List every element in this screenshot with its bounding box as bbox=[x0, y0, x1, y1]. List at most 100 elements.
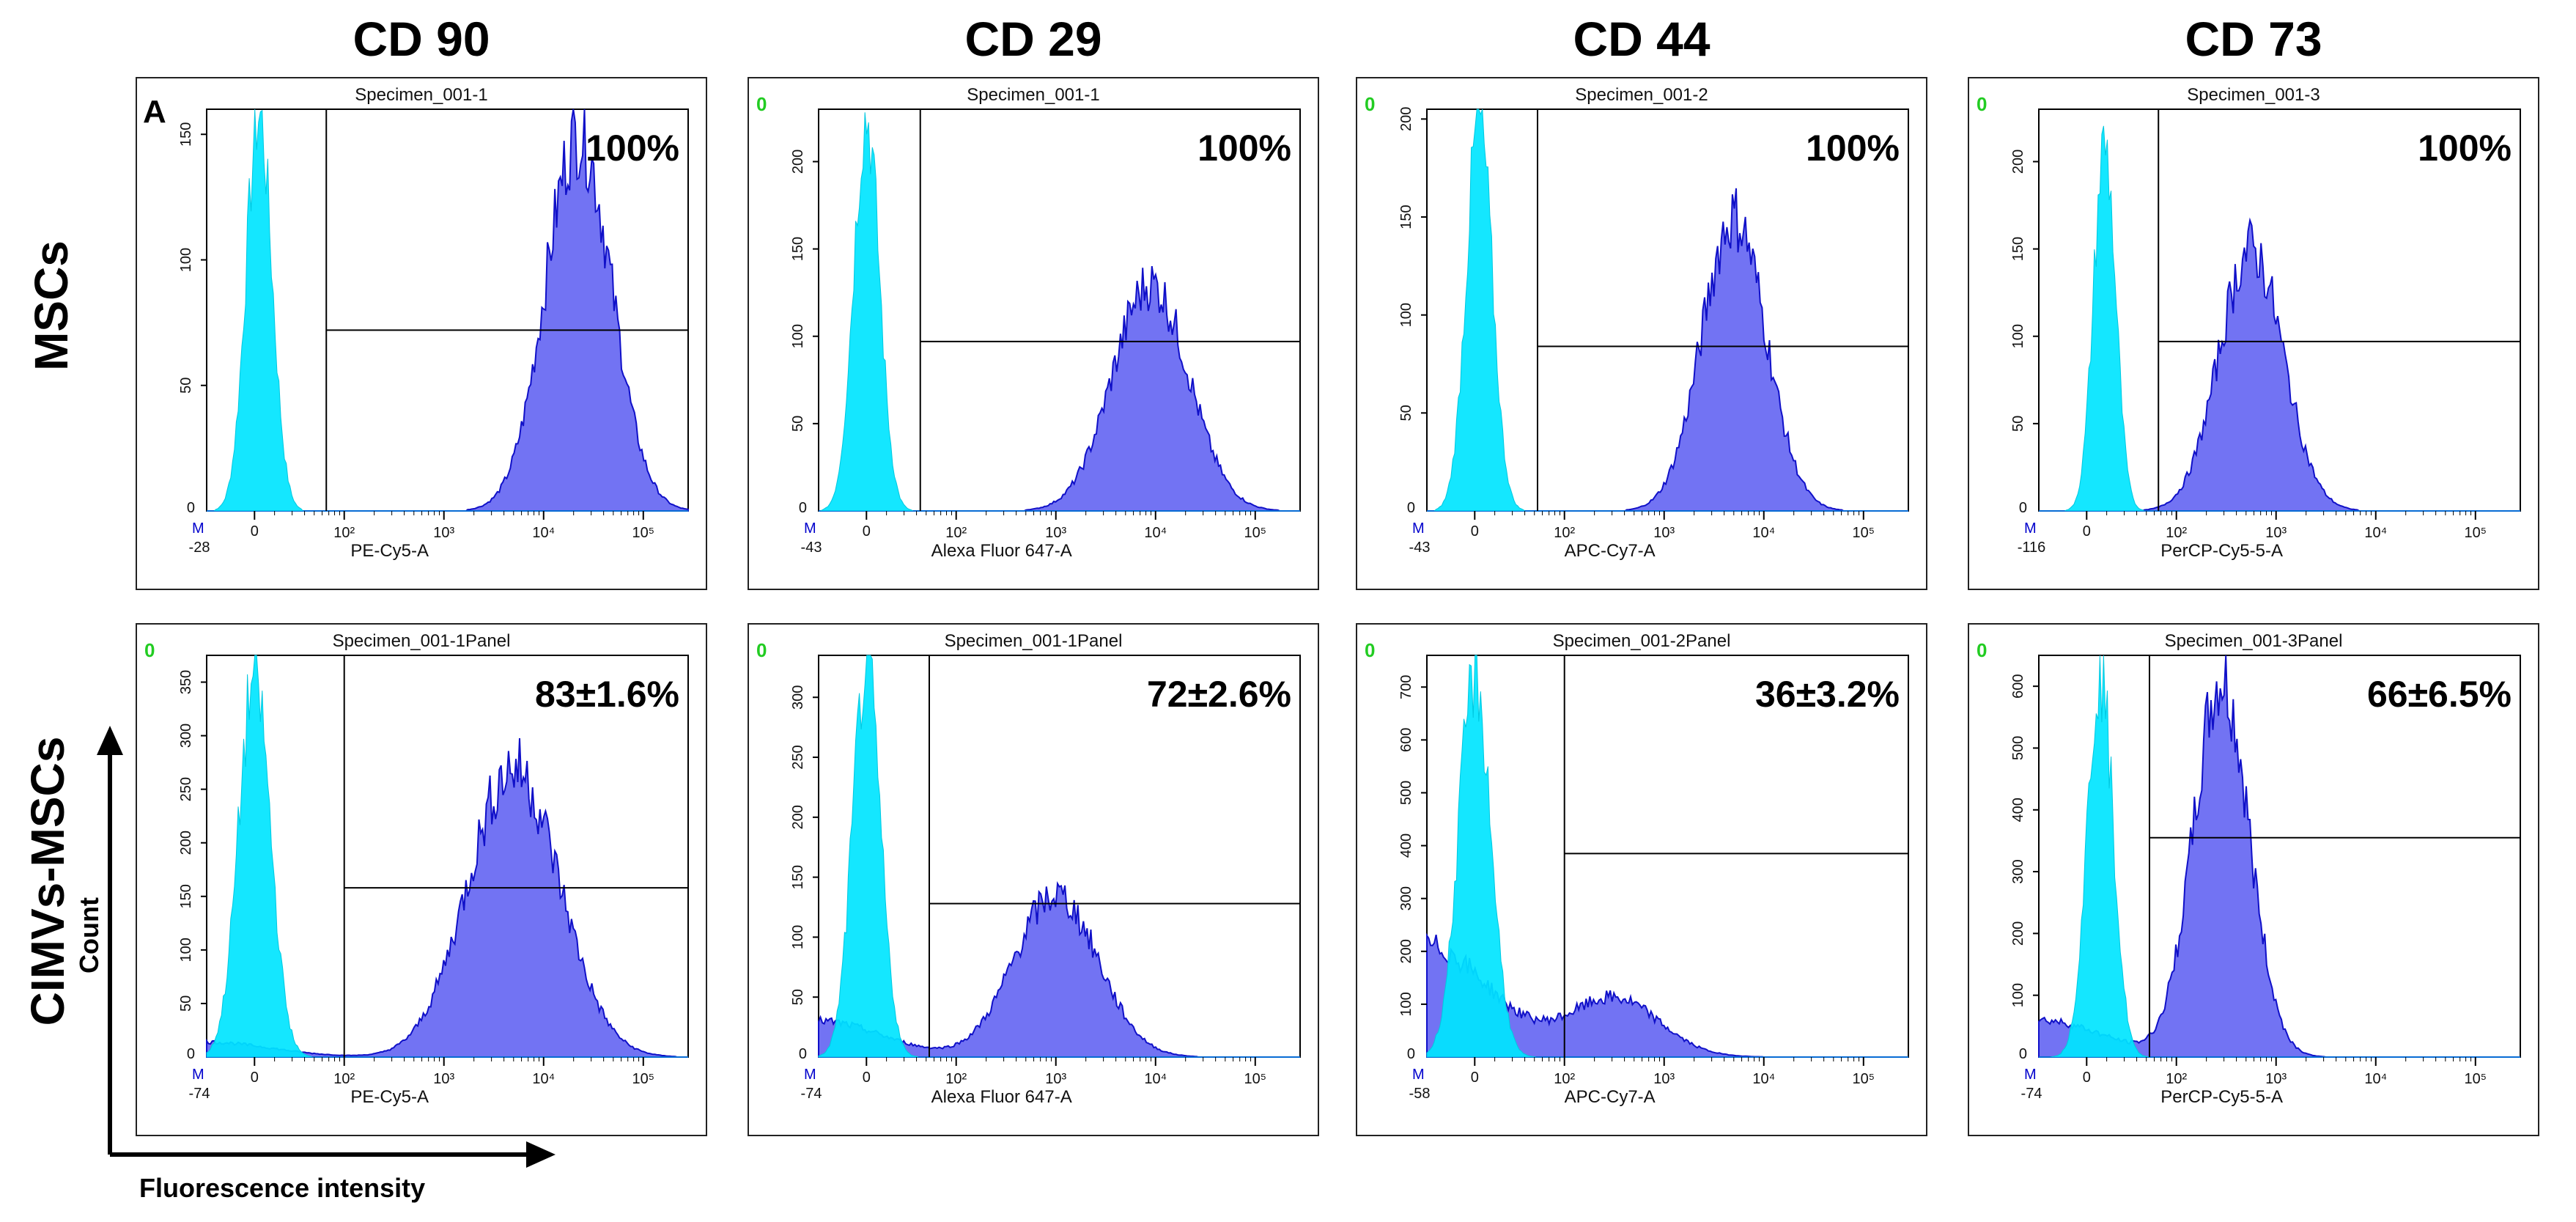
x-tick-label: 10⁵ bbox=[632, 1071, 655, 1087]
y-tick-label: 300 bbox=[790, 685, 806, 710]
x-tick-label: 10⁴ bbox=[532, 525, 555, 541]
control-histogram bbox=[819, 112, 1300, 512]
control-histogram bbox=[2039, 125, 2520, 512]
y-tick-label: 100 bbox=[178, 938, 194, 962]
y-tick-label: 350 bbox=[178, 670, 194, 694]
x-tick-label: 10⁴ bbox=[2364, 1071, 2387, 1087]
control-histogram bbox=[1426, 655, 1908, 1058]
gate-percent-label: 72±2.6% bbox=[1147, 674, 1291, 715]
y-tick-label: 700 bbox=[1398, 675, 1414, 699]
x-tick-label: 10² bbox=[1554, 1071, 1575, 1087]
histogram-panel-msc-cd90: Specimen_001-1 A 100% 50 100 150 0 10² 10³ 10⁴ 10⁵… bbox=[136, 77, 707, 590]
x-tick-label: 10⁵ bbox=[2465, 525, 2487, 541]
x-tick-label: 10² bbox=[333, 525, 355, 541]
x-axis-label: Fluorescence intensity bbox=[139, 1173, 426, 1203]
x-min-label: -116 bbox=[2018, 540, 2046, 556]
x-axis-arrow-head bbox=[526, 1141, 556, 1168]
panel-title: Specimen_001-3Panel bbox=[2165, 631, 2343, 651]
y-tick-label: 50 bbox=[1398, 405, 1414, 421]
panel-title: Specimen_001-1 bbox=[355, 85, 487, 105]
column-title-cd44: CD 44 bbox=[1573, 12, 1710, 66]
y-axis-arrow-head bbox=[97, 726, 123, 755]
histogram-svg: Specimen_001-1 0 100% 50 100 150 200 0 10² 10³ 10⁴… bbox=[756, 85, 1301, 561]
x-axis-title: Alexa Fluor 647-A bbox=[931, 1087, 1072, 1107]
y-tick-label: 200 bbox=[2010, 150, 2026, 174]
x-min-label: -74 bbox=[801, 1086, 822, 1102]
x-tick-label: 10² bbox=[2166, 1071, 2187, 1087]
x-tick-label-zero: 0 bbox=[863, 1070, 871, 1086]
y-tick-label: 200 bbox=[178, 831, 194, 855]
y-tick-label: 100 bbox=[2010, 983, 2026, 1007]
x-tick-label: 10² bbox=[2166, 525, 2187, 541]
corner-zero-marker: 0 bbox=[756, 93, 767, 115]
y-tick-label: 400 bbox=[1398, 833, 1414, 858]
x-tick-label-zero: 0 bbox=[2083, 523, 2091, 540]
x-tick-label: 10⁴ bbox=[1144, 525, 1167, 541]
x-min-label: -74 bbox=[2021, 1086, 2042, 1102]
x-tick-label-zero: 0 bbox=[2083, 1070, 2091, 1086]
column-title-cd73: CD 73 bbox=[2185, 12, 2322, 66]
gate-percent-label: 100% bbox=[1197, 128, 1291, 169]
x-axis-title: Alexa Fluor 647-A bbox=[931, 541, 1072, 561]
corner-zero-marker: 0 bbox=[1977, 93, 1987, 115]
y-tick-label: 400 bbox=[2010, 798, 2026, 822]
y-tick-label: 100 bbox=[178, 248, 194, 272]
panel-title: Specimen_001-3 bbox=[2187, 85, 2319, 105]
y-tick-label-zero: 0 bbox=[1407, 1046, 1415, 1062]
y-tick-label: 200 bbox=[1398, 939, 1414, 963]
row-label-cimvs-mscs: CIMVs-MSCs bbox=[21, 736, 74, 1026]
y-tick-label: 200 bbox=[790, 150, 806, 174]
panel-title: Specimen_001-1 bbox=[967, 85, 1099, 105]
histogram-panel-cimv-cd44: Specimen_001-2Panel 0 36±3.2% 100 200 300 400 5… bbox=[1356, 623, 1927, 1136]
histogram-svg: Specimen_001-2Panel 0 36±3.2% 100 200 300 400 5… bbox=[1365, 631, 1909, 1107]
y-tick-label: 50 bbox=[2010, 416, 2026, 432]
y-tick-label: 200 bbox=[1398, 107, 1414, 131]
y-tick-label: 500 bbox=[2010, 736, 2026, 760]
y-tick-label: 600 bbox=[1398, 728, 1414, 752]
y-tick-label: 300 bbox=[178, 724, 194, 748]
y-tick-label-zero: 0 bbox=[2019, 1046, 2027, 1062]
x-tick-label-zero: 0 bbox=[251, 1070, 259, 1086]
y-tick-label-zero: 0 bbox=[187, 1046, 195, 1062]
x-tick-label: 10⁴ bbox=[2364, 525, 2387, 541]
y-tick-label: 150 bbox=[178, 884, 194, 908]
panel-title: Specimen_001-1Panel bbox=[333, 631, 511, 651]
y-tick-label-zero: 0 bbox=[2019, 500, 2027, 516]
y-tick-label: 100 bbox=[1398, 992, 1414, 1016]
y-tick-label: 100 bbox=[790, 324, 806, 348]
corner-m-marker: M bbox=[192, 520, 204, 537]
y-tick-label: 250 bbox=[790, 745, 806, 769]
y-tick-label: 50 bbox=[790, 989, 806, 1005]
y-tick-label: 150 bbox=[178, 122, 194, 147]
x-min-label: -43 bbox=[801, 540, 822, 556]
corner-m-marker: M bbox=[1412, 520, 1425, 537]
x-tick-label: 10² bbox=[1554, 525, 1575, 541]
corner-m-marker: M bbox=[2024, 1067, 2037, 1083]
x-tick-label: 10⁵ bbox=[1853, 1071, 1875, 1087]
plot-frame bbox=[1426, 108, 1909, 512]
control-histogram bbox=[818, 655, 1300, 1058]
histogram-svg: Specimen_001-3Panel 0 66±6.5% 100 200 300 400 5… bbox=[1977, 631, 2521, 1107]
histogram-panel-msc-cd29: Specimen_001-1 0 100% 50 100 150 200 0 10² 10³ 10⁴… bbox=[748, 77, 1319, 590]
y-tick-label: 250 bbox=[178, 777, 194, 801]
histogram-panel-msc-cd44: Specimen_001-2 0 100% 50 100 150 200 0 10² 10³ 10⁴… bbox=[1356, 77, 1927, 590]
histogram-svg: Specimen_001-1Panel 0 83±1.6% 50 100 150 200 25… bbox=[144, 631, 689, 1107]
corner-m-marker: M bbox=[804, 1067, 816, 1083]
x-min-label: -28 bbox=[189, 540, 210, 556]
x-tick-label: 10³ bbox=[433, 1071, 454, 1087]
x-tick-label: 10⁴ bbox=[1752, 1071, 1775, 1087]
gate-percent-label: 100% bbox=[2418, 128, 2512, 169]
panel-title: Specimen_001-2 bbox=[1575, 85, 1708, 105]
x-tick-label-zero: 0 bbox=[251, 523, 259, 540]
control-histogram bbox=[1427, 108, 1908, 512]
y-tick-label: 100 bbox=[790, 925, 806, 949]
y-tick-label-zero: 0 bbox=[1407, 500, 1415, 516]
panel-title: Specimen_001-1Panel bbox=[945, 631, 1123, 651]
corner-m-marker: M bbox=[804, 520, 816, 537]
histogram-panel-cimv-cd73: Specimen_001-3Panel 0 66±6.5% 100 200 300 400 5… bbox=[1968, 623, 2539, 1136]
x-axis-title: PE-Cy5-A bbox=[350, 541, 429, 561]
y-tick-label: 300 bbox=[2010, 859, 2026, 883]
y-tick-label: 300 bbox=[1398, 886, 1414, 910]
x-tick-label: 10³ bbox=[1653, 1071, 1675, 1087]
x-tick-label: 10³ bbox=[433, 525, 454, 541]
